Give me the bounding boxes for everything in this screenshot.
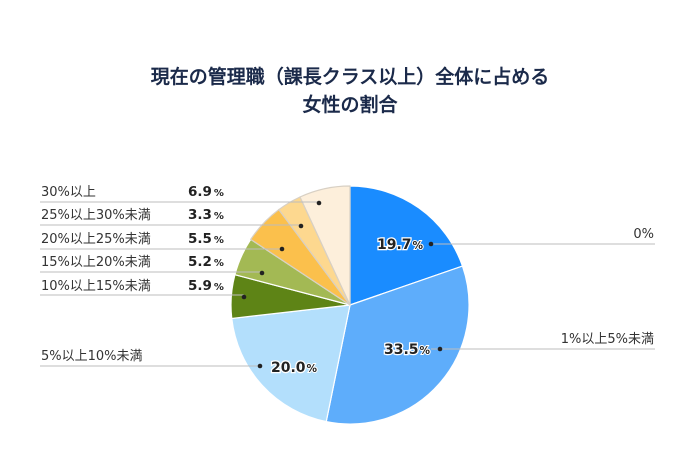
value-25-30: 3.3% — [188, 207, 224, 223]
chart-title-line-1: 現在の管理職（課長クラス以上）全体に占める — [150, 66, 550, 88]
leader-dots — [241, 200, 443, 369]
label-1-5: 1%以上5%未満 — [561, 332, 654, 347]
pie-slice-5%以上10%未満 — [231, 304, 351, 423]
value-20-25: 5.5% — [188, 231, 224, 247]
value-30plus: 6.9% — [188, 184, 224, 200]
value-15-20: 5.2% — [188, 254, 224, 270]
value-1-5: 33.5% — [384, 342, 431, 358]
label-20-25: 20%以上25%未満 — [41, 232, 151, 247]
label-30plus: 30%以上 — [41, 185, 96, 200]
value-10-15: 5.9% — [188, 278, 224, 294]
pie-slice-30%以上 — [299, 185, 351, 306]
label-5-10: 5%以上10%未満 — [41, 349, 143, 364]
value-5-10: 20.0% — [271, 360, 318, 376]
pie-slice-1%以上5%未満 — [325, 265, 470, 425]
chart-title-line-2: 女性の割合 — [302, 94, 398, 116]
label-0: 0% — [633, 227, 654, 242]
value-0: 19.7% — [377, 237, 424, 253]
leader-lines — [40, 201, 655, 367]
pie-slices — [230, 185, 470, 425]
label-15-20: 15%以上20%未満 — [41, 255, 151, 270]
label-25-30: 25%以上30%未満 — [41, 208, 151, 223]
label-10-15: 10%以上15%未満 — [41, 279, 151, 294]
